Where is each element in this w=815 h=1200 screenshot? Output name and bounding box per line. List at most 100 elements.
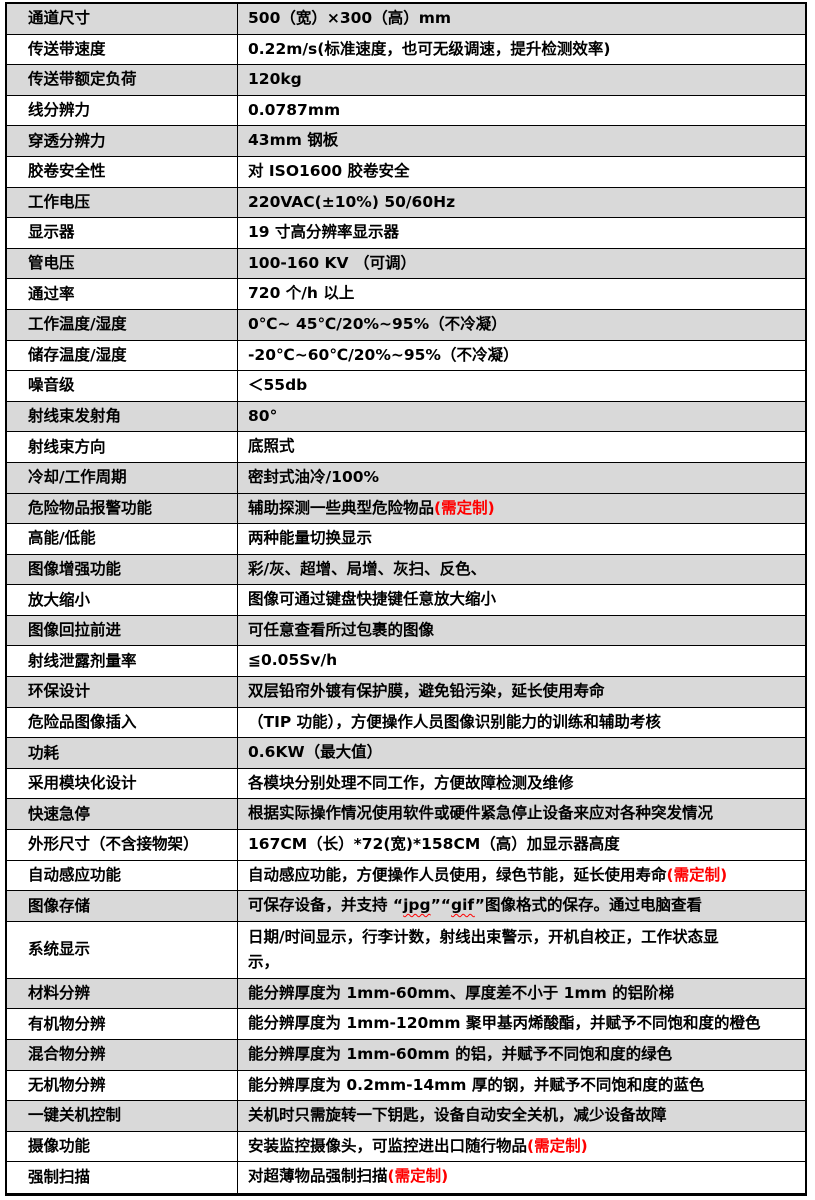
spec-value: 日期/时间显示，行李计数，射线出束警示，开机自校正，工作状态显 示，	[238, 922, 805, 978]
table-row: 功耗 0.6KW（最大值）	[7, 738, 805, 769]
spec-value: 能分辨厚度为 1mm-60mm、厚度差不小于 1mm 的铝阶梯	[238, 979, 805, 1009]
spec-name: 功耗	[7, 738, 238, 768]
spec-value-text: 彩/灰、超增、局增、灰扫、反色、	[248, 559, 487, 578]
spec-value-text: 167CM（长）*72(宽)*158CM（高）加显示器高度	[248, 835, 620, 854]
spec-name: 图像存储	[7, 891, 238, 921]
table-row: 图像存储 可保存设备，并支持 “jpg”“gif”图像格式的保存。通过电脑查看	[7, 891, 805, 922]
table-row: 环保设计 双层铅帘外镀有保护膜，避免铅污染，延长使用寿命	[7, 677, 805, 708]
table-row: 射线泄露剂量率 ≦0.05Sv/h	[7, 646, 805, 678]
table-row: 系统显示 日期/时间显示，行李计数，射线出束警示，开机自校正，工作状态显 示，	[7, 921, 805, 979]
spec-value: 双层铅帘外镀有保护膜，避免铅污染，延长使用寿命	[238, 677, 805, 707]
spec-value: 0℃~ 45℃/20%~95%（不冷凝）	[238, 310, 805, 340]
table-row: 工作温度/湿度 0℃~ 45℃/20%~95%（不冷凝）	[7, 309, 805, 341]
spec-name: 外形尺寸（不含接物架）	[7, 830, 238, 860]
spec-table: 通道尺寸 500（宽）×300（高）mm 传送带速度 0.22m/s(标准速度，…	[5, 2, 807, 1196]
spec-value-text: 43mm 钢板	[248, 131, 339, 150]
spec-value: 各模块分别处理不同工作，方便故障检测及维修	[238, 769, 805, 799]
spec-name: 穿透分辨力	[7, 126, 238, 156]
spec-value-text: 各模块分别处理不同工作，方便故障检测及维修	[248, 773, 574, 792]
spec-name: 图像增强功能	[7, 554, 238, 585]
custom-required-note: (需定制)	[527, 1136, 588, 1155]
spec-value: 80°	[238, 402, 805, 432]
table-row: 显示器 19 寸高分辨率显示器	[7, 218, 805, 249]
spec-name: 摄像功能	[7, 1131, 238, 1162]
spec-value: ≦0.05Sv/h	[238, 646, 805, 676]
spec-value: 两种能量切换显示	[238, 524, 805, 554]
table-row: 摄像功能 安装监控摄像头，可监控进出口随行物品(需定制)	[7, 1131, 805, 1163]
spec-value: ＜55db	[238, 371, 805, 401]
spec-value-text: ≦0.05Sv/h	[248, 651, 338, 670]
table-row: 通过率 720 个/h 以上	[7, 279, 805, 310]
spec-name: 传送带额定负荷	[7, 65, 238, 95]
spec-value: 底照式	[238, 432, 805, 462]
table-row: 高能/低能 两种能量切换显示	[7, 524, 805, 555]
spec-name: 管电压	[7, 248, 238, 279]
table-row: 传送带速度 0.22m/s(标准速度，也可无级调速，提升检测效率)	[7, 34, 805, 66]
table-row: 储存温度/湿度 -20℃~60℃/20%~95%（不冷凝）	[7, 340, 805, 372]
table-row: 冷却/工作周期 密封式油冷/100%	[7, 462, 805, 494]
table-row: 强制扫描 对超薄物品强制扫描(需定制)	[7, 1162, 805, 1193]
spec-name: 快速急停	[7, 799, 238, 830]
spec-value: 能分辨厚度为 0.2mm-14mm 厚的钢，并赋予不同饱和度的蓝色	[238, 1071, 805, 1101]
spec-value-text: 120kg	[248, 70, 302, 89]
spec-value-text: 0.22m/s(标准速度，也可无级调速，提升检测效率)	[248, 39, 611, 58]
spec-value-text: ”图像格式的保存。通过电脑查看	[474, 896, 702, 915]
table-row: 外形尺寸（不含接物架） 167CM（长）*72(宽)*158CM（高）加显示器高…	[7, 830, 805, 861]
spec-name: 有机物分辨	[7, 1009, 238, 1039]
spec-value-text: 自动感应功能，方便操作人员使用，绿色节能，延长使用寿命	[248, 865, 667, 884]
spec-value-text: 对超薄物品强制扫描	[248, 1167, 388, 1186]
spec-value: 彩/灰、超增、局增、灰扫、反色、	[238, 555, 805, 585]
spec-name: 放大缩小	[7, 585, 238, 615]
spec-name: 危险物品报警功能	[7, 493, 238, 524]
spec-value-text: 能分辨厚度为 0.2mm-14mm 厚的钢，并赋予不同饱和度的蓝色	[248, 1075, 705, 1094]
table-row: 射线束方向 底照式	[7, 432, 805, 463]
spec-value: 关机时只需旋转一下钥匙，设备自动安全关机，减少设备故障	[238, 1101, 805, 1131]
spec-value: 0.0787mm	[238, 96, 805, 126]
table-row: 通道尺寸 500（宽）×300（高）mm	[7, 4, 805, 35]
table-row: 危险品图像插入 （TIP 功能），方便操作人员图像识别能力的训练和辅助考核	[7, 707, 805, 739]
spec-value: 可保存设备，并支持 “jpg”“gif”图像格式的保存。通过电脑查看	[238, 891, 805, 921]
spec-value-text: 安装监控摄像头，可监控进出口随行物品	[248, 1136, 528, 1155]
spec-value: 对超薄物品强制扫描(需定制)	[238, 1162, 805, 1193]
spec-name: 通道尺寸	[7, 4, 238, 34]
spec-value: （TIP 功能），方便操作人员图像识别能力的训练和辅助考核	[238, 708, 805, 738]
table-row: 管电压 100-160 KV （可调）	[7, 248, 805, 280]
spec-value-text: 对 ISO1600 胶卷安全	[248, 161, 410, 180]
table-row: 穿透分辨力 43mm 钢板	[7, 126, 805, 157]
spec-name: 系统显示	[7, 921, 238, 978]
custom-required-note: (需定制)	[387, 1167, 449, 1186]
spec-value-text: （TIP 功能），方便操作人员图像识别能力的训练和辅助考核	[248, 712, 661, 731]
spec-value: 220VAC(±10%) 50/60Hz	[238, 188, 805, 218]
table-row: 危险物品报警功能 辅助探测一些典型危险物品(需定制)	[7, 493, 805, 525]
spec-name: 图像回拉前进	[7, 615, 238, 646]
table-row: 噪音级 ＜55db	[7, 371, 805, 402]
spec-name: 射线束发射角	[7, 401, 238, 432]
spec-value: 500（宽）×300（高）mm	[238, 4, 805, 34]
table-row: 线分辨力 0.0787mm	[7, 95, 805, 127]
spec-value-text: jpg	[403, 896, 431, 915]
spec-value: 安装监控摄像头，可监控进出口随行物品(需定制)	[238, 1132, 805, 1162]
spec-name: 危险品图像插入	[7, 707, 238, 738]
spec-value-text: 能分辨厚度为 1mm-60mm 的铝，并赋予不同饱和度的绿色	[248, 1045, 673, 1063]
table-row: 一键关机控制 关机时只需旋转一下钥匙，设备自动安全关机，减少设备故障	[7, 1101, 805, 1132]
spec-value: -20℃~60℃/20%~95%（不冷凝）	[238, 341, 805, 371]
spec-value-text: 两种能量切换显示	[248, 529, 373, 548]
spec-value: 120kg	[238, 65, 805, 95]
spec-value-text: 500（宽）×300（高）mm	[248, 9, 451, 27]
spec-value-text: 可任意查看所过包裹的图像	[248, 620, 435, 639]
spec-name: 储存温度/湿度	[7, 340, 238, 371]
spec-name: 工作温度/湿度	[7, 309, 238, 340]
spec-name: 胶卷安全性	[7, 156, 238, 187]
spec-value: 根据实际操作情况使用软件或硬件紧急停止设备来应对各种突发情况	[238, 799, 805, 829]
spec-value-text: 关机时只需旋转一下钥匙，设备自动安全关机，减少设备故障	[248, 1106, 667, 1125]
spec-value-text: 80°	[248, 406, 278, 425]
table-row: 混合物分辨 能分辨厚度为 1mm-60mm 的铝，并赋予不同饱和度的绿色	[7, 1040, 805, 1071]
spec-value-text: 19 寸高分辨率显示器	[248, 223, 399, 242]
spec-value-text: ”“	[430, 896, 451, 915]
spec-value: 自动感应功能，方便操作人员使用，绿色节能，延长使用寿命(需定制)	[238, 861, 805, 891]
spec-name: 强制扫描	[7, 1162, 238, 1193]
table-row: 图像回拉前进 可任意查看所过包裹的图像	[7, 615, 805, 647]
spec-value: 图像可通过键盘快捷键任意放大缩小	[238, 585, 805, 615]
spec-value: 对 ISO1600 胶卷安全	[238, 157, 805, 187]
spec-value: 0.22m/s(标准速度，也可无级调速，提升检测效率)	[238, 35, 805, 65]
